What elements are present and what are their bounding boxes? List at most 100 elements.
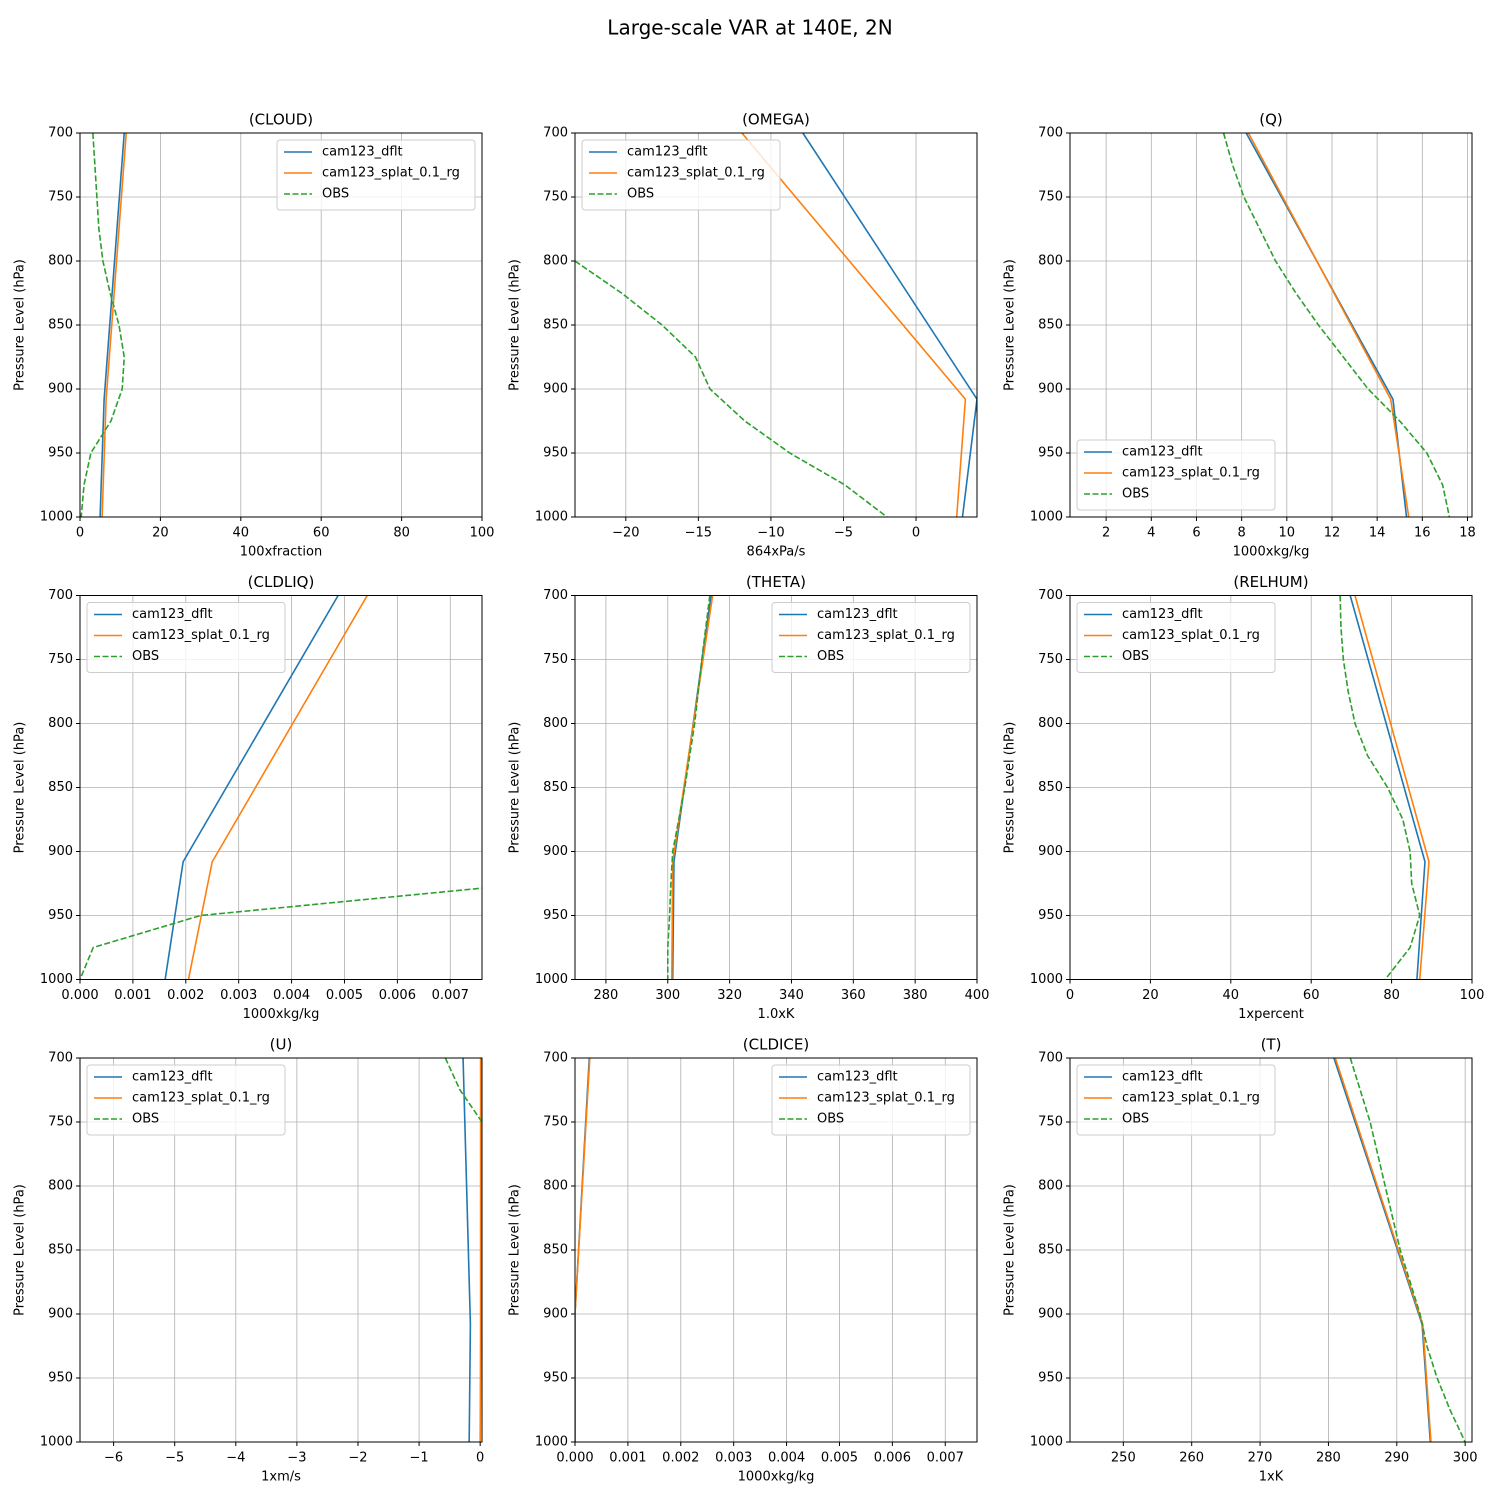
y-tick-label: 950 — [1038, 1371, 1063, 1386]
legend-label: OBS — [627, 187, 654, 202]
data-line — [80, 133, 126, 517]
y-tick-label: 700 — [1038, 126, 1063, 141]
y-tick-label: 850 — [1038, 780, 1063, 795]
x-tick-label: 100 — [470, 526, 495, 541]
x-tick-label: 0.007 — [432, 988, 469, 1003]
legend-label: OBS — [322, 187, 349, 202]
figure-title: Large-scale VAR at 140E, 2N — [607, 16, 892, 40]
y-axis-label: Pressure Level (hPa) — [1003, 722, 1018, 854]
x-tick-label: 60 — [313, 526, 330, 541]
series-group — [1333, 1058, 1466, 1442]
y-tick-label: 850 — [48, 318, 73, 333]
y-tick-label: 900 — [1038, 1307, 1063, 1322]
x-tick-label: 340 — [779, 988, 804, 1003]
legend: cam123_dflt cam123_splat_0.1_rg OBS — [276, 139, 476, 211]
subplot-title: (CLDLIQ) — [248, 573, 315, 591]
series-group — [575, 133, 977, 517]
subplot: 0.000 0.001 0.002 0.003 0.004 0.005 0.006 0.007… — [508, 1036, 978, 1485]
x-axis-label: 1000xkg/kg — [738, 1470, 815, 1485]
plot-frame — [79, 595, 483, 980]
x-tick-label: 0.004 — [768, 1451, 805, 1466]
x-tick-label: 0.002 — [662, 1451, 699, 1466]
y-tick-label: 800 — [543, 716, 568, 731]
x-axis-label: 1.0xK — [758, 1007, 795, 1022]
x-tick-label: 290 — [1384, 1451, 1409, 1466]
data-line — [666, 595, 711, 980]
legend-label: cam123_splat_0.1_rg — [322, 166, 460, 181]
legend-box — [771, 602, 971, 673]
y-tick-label: 700 — [543, 126, 568, 141]
y-tick-label: 1000 — [535, 510, 568, 525]
y-tick-label: 950 — [543, 908, 568, 923]
data-line — [80, 887, 482, 980]
plot-frame — [79, 1057, 483, 1443]
y-tick-label: 1000 — [1030, 972, 1063, 987]
y-tick-label: 850 — [543, 318, 568, 333]
data-line — [101, 133, 128, 517]
legend-box — [1076, 1064, 1276, 1136]
x-tick-label: 12 — [1324, 526, 1341, 541]
y-tick-label: 750 — [48, 1115, 73, 1130]
subplot-title: (CLOUD) — [249, 111, 313, 129]
x-tick-label: 20 — [152, 526, 169, 541]
x-tick-label: −1 — [409, 1451, 428, 1466]
y-tick-label: 900 — [543, 382, 568, 397]
y-tick-label: 1000 — [535, 972, 568, 987]
subplot-title: (U) — [270, 1036, 293, 1054]
y-tick-label: 1000 — [40, 1435, 73, 1450]
legend-label: OBS — [817, 649, 844, 664]
y-axis-label: Pressure Level (hPa) — [1003, 259, 1018, 391]
y-tick-label: 750 — [543, 652, 568, 667]
legend-box — [581, 139, 781, 211]
subplot: −6 −5 −4 −3 −2 −1 0 700 750 800 850 900 950 1000 (U) 1x… — [13, 1036, 485, 1485]
x-tick-label: 300 — [655, 988, 680, 1003]
plot-frame — [574, 595, 978, 980]
y-axis-label: Pressure Level (hPa) — [1003, 1184, 1018, 1316]
data-line — [187, 595, 368, 980]
x-tick-label: 0 — [76, 526, 84, 541]
data-line — [741, 133, 967, 517]
y-tick-label: 900 — [543, 1307, 568, 1322]
x-tick-label: 0.005 — [326, 988, 363, 1003]
x-tick-label: 0.000 — [556, 1451, 593, 1466]
legend-label: OBS — [817, 1112, 844, 1127]
x-tick-label: 280 — [1316, 1451, 1341, 1466]
subplot-title: (THETA) — [746, 573, 806, 591]
legend-label: cam123_splat_0.1_rg — [1122, 1091, 1260, 1106]
plot-frame — [1069, 132, 1473, 518]
y-tick-label: 900 — [48, 1307, 73, 1322]
x-tick-label: 320 — [717, 988, 742, 1003]
x-tick-label: 80 — [393, 526, 410, 541]
legend-box — [771, 1064, 971, 1136]
series-group — [575, 1058, 591, 1442]
series-group — [1339, 595, 1430, 980]
y-axis-label: Pressure Level (hPa) — [13, 259, 28, 391]
legend-box — [1076, 602, 1276, 673]
y-axis-label: Pressure Level (hPa) — [508, 259, 523, 391]
x-axis-label: 1xpercent — [1238, 1007, 1304, 1022]
y-tick-label: 800 — [1038, 1179, 1063, 1194]
y-tick-label: 900 — [1038, 844, 1063, 859]
data-line — [802, 133, 977, 517]
y-tick-label: 700 — [1038, 1051, 1063, 1066]
x-tick-label: 380 — [903, 988, 928, 1003]
plot-frame — [574, 132, 978, 518]
y-tick-label: 850 — [1038, 318, 1063, 333]
data-line — [444, 1058, 482, 1123]
x-tick-label: 16 — [1414, 526, 1431, 541]
plot-frame — [574, 1057, 978, 1443]
subplot-title: (CLDICE) — [743, 1036, 809, 1054]
legend: cam123_dflt cam123_splat_0.1_rg OBS — [771, 1064, 971, 1136]
legend-label: cam123_dflt — [1122, 445, 1203, 460]
y-tick-label: 750 — [1038, 190, 1063, 205]
subplot: 0 20 40 60 80 100 700 750 800 850 900 950 1000 (CLOUD… — [13, 111, 495, 560]
y-tick-label: 700 — [543, 1051, 568, 1066]
x-tick-label: 20 — [1142, 988, 1159, 1003]
x-tick-label: −5 — [834, 526, 853, 541]
legend: cam123_dflt cam123_splat_0.1_rg OBS — [1076, 439, 1276, 511]
y-tick-label: 800 — [48, 716, 73, 731]
y-tick-label: 1000 — [535, 1435, 568, 1450]
y-tick-label: 700 — [48, 126, 73, 141]
y-tick-label: 900 — [543, 844, 568, 859]
